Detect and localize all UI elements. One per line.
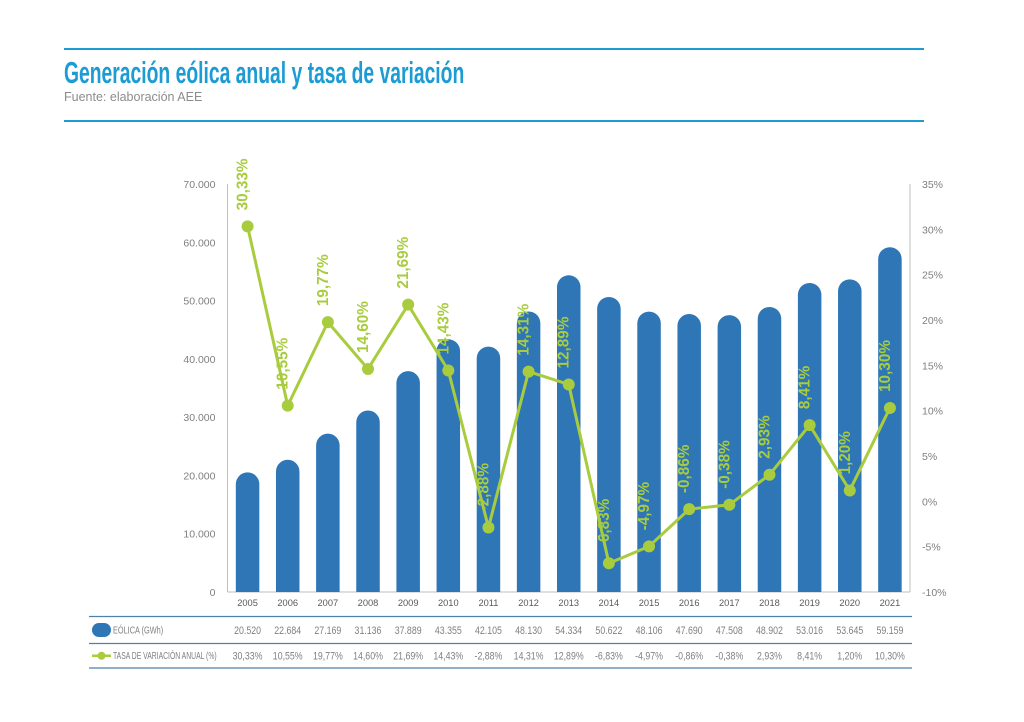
svg-text:12,89%: 12,89% [554,651,584,663]
svg-text:2012: 2012 [518,598,539,608]
svg-text:2011: 2011 [478,598,498,608]
svg-text:14,31%: 14,31% [514,651,544,663]
svg-text:22.684: 22.684 [274,625,301,637]
svg-text:21,69%: 21,69% [395,236,412,288]
svg-text:1,20%: 1,20% [837,431,854,475]
svg-text:50.622: 50.622 [595,625,622,637]
svg-text:60.000: 60.000 [183,237,215,249]
svg-text:-6,83%: -6,83% [595,651,623,663]
svg-text:30.000: 30.000 [183,412,215,424]
svg-text:53.016: 53.016 [796,625,823,637]
svg-text:20.520: 20.520 [234,625,261,637]
svg-text:42.105: 42.105 [475,625,502,637]
svg-text:2007: 2007 [318,598,339,608]
svg-text:48.902: 48.902 [756,625,783,637]
svg-text:2017: 2017 [719,598,740,608]
svg-text:14,31%: 14,31% [516,303,533,355]
svg-text:-4,97%: -4,97% [636,482,653,531]
svg-text:20%: 20% [922,315,943,327]
svg-text:2005: 2005 [237,598,258,608]
svg-text:10,30%: 10,30% [877,340,894,392]
svg-text:-6,83%: -6,83% [596,498,613,547]
svg-text:15%: 15% [922,360,943,372]
svg-text:48.106: 48.106 [636,625,663,637]
svg-text:14,60%: 14,60% [353,651,383,663]
svg-text:2010: 2010 [438,598,459,608]
svg-text:2015: 2015 [639,598,660,608]
svg-text:35%: 35% [922,179,943,191]
svg-text:70.000: 70.000 [183,179,215,191]
svg-text:30%: 30% [922,224,943,236]
svg-text:37.889: 37.889 [395,625,422,637]
svg-text:0: 0 [210,587,216,599]
svg-text:-10%: -10% [922,587,947,599]
svg-text:1,20%: 1,20% [837,651,862,663]
svg-text:10,55%: 10,55% [273,651,303,663]
svg-text:-0,86%: -0,86% [676,444,693,493]
svg-text:-0,38%: -0,38% [715,651,743,663]
svg-text:30,33%: 30,33% [235,158,252,210]
svg-text:8,41%: 8,41% [797,651,822,663]
svg-text:5%: 5% [922,451,937,463]
svg-text:10%: 10% [922,406,943,418]
svg-text:19,77%: 19,77% [315,254,332,306]
svg-text:2009: 2009 [398,598,419,608]
svg-text:10,30%: 10,30% [875,651,905,663]
svg-text:19,77%: 19,77% [313,651,343,663]
svg-text:48.130: 48.130 [515,625,542,637]
svg-text:20.000: 20.000 [183,470,215,482]
svg-text:2021: 2021 [880,598,901,608]
svg-text:47.690: 47.690 [676,625,703,637]
svg-text:21,69%: 21,69% [393,651,423,663]
svg-text:12,89%: 12,89% [556,316,573,368]
svg-text:2019: 2019 [799,598,820,608]
svg-text:EÓLICA (GWh): EÓLICA (GWh) [113,624,163,636]
svg-text:2018: 2018 [759,598,780,608]
svg-text:-2,88%: -2,88% [475,463,492,512]
svg-text:2,93%: 2,93% [757,651,782,663]
svg-text:40.000: 40.000 [183,354,215,366]
svg-text:-4,97%: -4,97% [635,651,663,663]
svg-text:25%: 25% [922,270,943,282]
svg-text:50.000: 50.000 [183,296,215,308]
svg-text:-0,86%: -0,86% [675,651,703,663]
svg-text:10.000: 10.000 [183,529,215,541]
svg-text:47.508: 47.508 [716,625,743,637]
svg-text:31.136: 31.136 [355,625,382,637]
svg-text:54.334: 54.334 [555,625,582,637]
svg-text:2020: 2020 [839,598,860,608]
svg-text:14,60%: 14,60% [355,301,372,353]
svg-text:2,93%: 2,93% [756,415,773,459]
svg-text:2016: 2016 [679,598,700,608]
svg-text:-5%: -5% [922,542,941,554]
svg-text:30,33%: 30,33% [233,651,263,663]
svg-text:10,55%: 10,55% [275,337,292,389]
svg-text:2013: 2013 [558,598,579,608]
svg-text:8,41%: 8,41% [797,365,814,409]
svg-text:-0,38%: -0,38% [716,440,733,489]
svg-text:14,43%: 14,43% [435,302,452,354]
svg-text:2014: 2014 [599,598,620,608]
svg-text:TASA DE VARIACIÓN ANUAL (%): TASA DE VARIACIÓN ANUAL (%) [113,650,217,662]
svg-text:0%: 0% [922,496,937,508]
svg-text:59.159: 59.159 [876,625,903,637]
svg-text:14,43%: 14,43% [433,651,463,663]
svg-text:2006: 2006 [277,598,298,608]
svg-text:27.169: 27.169 [314,625,341,637]
svg-text:-2,88%: -2,88% [475,651,503,663]
svg-text:53.645: 53.645 [836,625,863,637]
svg-text:2008: 2008 [358,598,379,608]
svg-text:43.355: 43.355 [435,625,462,637]
